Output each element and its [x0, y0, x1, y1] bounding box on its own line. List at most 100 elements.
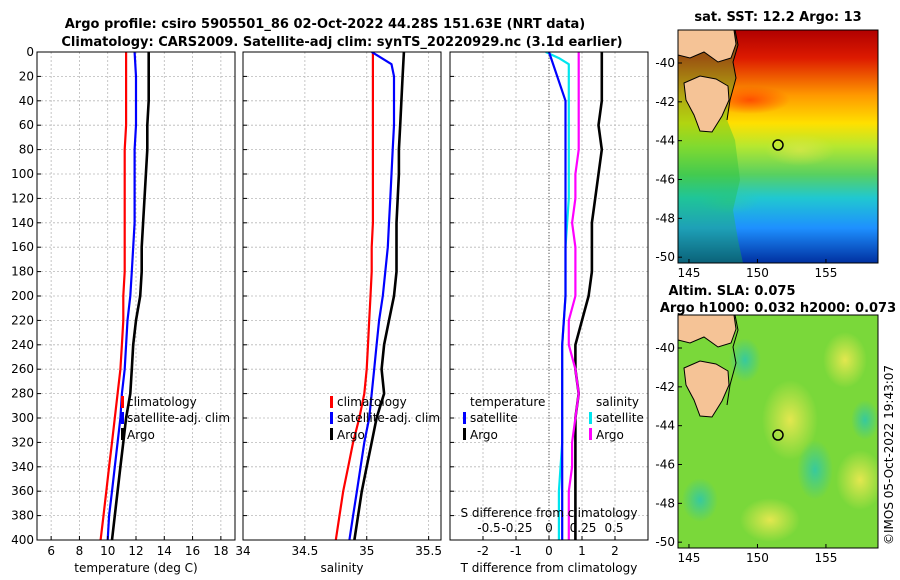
legend-satellite-label: satellite-adj. clim	[127, 411, 230, 425]
ytick-label: 300	[11, 411, 34, 425]
map-ytick-label: -44	[655, 134, 675, 148]
xtick-label: 35.5	[415, 544, 442, 558]
ytick-label: 100	[11, 167, 34, 181]
series-line-climatology	[99, 52, 128, 540]
ytick-label: 380	[11, 509, 34, 523]
xtick-label: 10	[100, 544, 115, 558]
ytick-label: 80	[19, 143, 34, 157]
s-xtick-label: 0	[545, 521, 553, 535]
legend-satellite-swatch	[330, 412, 333, 424]
ytick-label: 320	[11, 435, 34, 449]
map-xtick-label: 145	[678, 266, 701, 280]
mainland-landmass	[678, 30, 737, 63]
legend-t-satellite-swatch	[463, 412, 466, 424]
xtick-label: 34.5	[292, 544, 319, 558]
temperature-legend: climatology satellite-adj. clim Argo	[121, 395, 230, 442]
map-ytick-label: -42	[655, 95, 675, 109]
xtick-label: 1	[578, 544, 586, 558]
difference-ticks: -2 -1 0 1 2	[450, 51, 619, 558]
sst-map-ticks: 145 150 155 -40 -42 -44 -46 -48 -50	[655, 56, 837, 280]
xtick-label: 0	[545, 544, 553, 558]
mainland-coast	[678, 315, 739, 406]
legend-s-satellite-label: satellite	[596, 411, 644, 425]
difference-grid	[450, 51, 648, 541]
ytick-label: 220	[11, 313, 34, 327]
t-difference-xlabel: T difference from climatology	[460, 561, 638, 575]
sla-map-frame	[677, 314, 879, 549]
map-xtick-label: 155	[814, 551, 837, 565]
legend-salinity-title: salinity	[596, 395, 639, 409]
xtick-label: 12	[128, 544, 143, 558]
mainland-landmass	[678, 315, 737, 348]
map-ytick-label: -46	[655, 173, 675, 187]
difference-lines	[545, 52, 604, 540]
series-line-satellite-adj-clim	[348, 52, 396, 540]
series-line-satellite-adj-clim	[106, 52, 138, 540]
xtick-label: 34	[235, 544, 250, 558]
legend-t-satellite-label: satellite	[470, 411, 518, 425]
temperature-xlabel: temperature (deg C)	[74, 561, 197, 575]
legend-t-argo-label: Argo	[470, 428, 498, 442]
xtick-label: 2	[611, 544, 619, 558]
s-xtick-label: -0.5	[477, 521, 500, 535]
figure-title-line-1: Argo profile: csiro 5905501_86 02-Oct-20…	[65, 17, 586, 32]
series-line-t-argo	[574, 52, 604, 540]
legend-s-satellite-swatch	[589, 412, 592, 424]
ytick-label: 340	[11, 460, 34, 474]
xtick-label: 35	[359, 544, 374, 558]
difference-legend: temperature satellite Argo salinity sate…	[463, 395, 644, 442]
xtick-label: 8	[76, 544, 84, 558]
sst-map-frame	[677, 29, 879, 264]
map-ytick-label: -50	[655, 250, 675, 264]
ytick-label: 0	[26, 45, 34, 59]
argo-location-marker	[772, 139, 784, 151]
map-xtick-label: 150	[746, 266, 769, 280]
legend-argo-swatch	[121, 428, 124, 440]
s-difference-ticks: -0.5 -0.25 0 0.25 0.5	[477, 521, 623, 535]
ytick-label: 260	[11, 362, 34, 376]
ytick-label: 360	[11, 484, 34, 498]
ytick-label: 240	[11, 338, 34, 352]
series-line-climatology	[334, 52, 374, 540]
map-ytick-label: -48	[655, 211, 675, 225]
xtick-label: 14	[157, 544, 172, 558]
tasmania-landmass	[683, 360, 730, 418]
map-ytick-label: -40	[655, 341, 675, 355]
legend-satellite-label: satellite-adj. clim	[337, 411, 440, 425]
mainland-coast	[678, 30, 739, 121]
series-line-s-satellite	[547, 52, 567, 540]
legend-climatology-label: climatology	[127, 395, 197, 409]
legend-satellite-swatch	[121, 412, 124, 424]
map-xtick-label: 155	[814, 266, 837, 280]
legend-climatology-swatch	[330, 396, 333, 408]
ytick-label: 60	[19, 118, 34, 132]
legend-argo-label: Argo	[337, 428, 365, 442]
s-xtick-label: 0.25	[570, 521, 597, 535]
series-line-s-argo	[567, 52, 580, 540]
legend-t-argo-swatch	[463, 428, 466, 440]
ytick-label: 280	[11, 387, 34, 401]
xtick-label: -1	[510, 544, 522, 558]
salinity-lines	[334, 52, 406, 540]
ytick-label: 400	[11, 533, 34, 547]
xtick-label: 18	[213, 544, 228, 558]
temperature-panel: 0 20 40 60 80 100 120 140 160 180 200 220 240 260 280 3…	[11, 45, 236, 575]
map-ytick-label: -42	[655, 380, 675, 394]
s-xtick-label: 0.5	[604, 521, 623, 535]
ytick-label: 200	[11, 289, 34, 303]
tasmania-landmass	[683, 75, 730, 133]
map-ytick-label: -48	[655, 496, 675, 510]
imos-watermark: ©IMOS 05-Oct-2022 19:43:07	[882, 365, 896, 545]
series-line-argo	[353, 52, 406, 540]
legend-s-argo-swatch	[589, 428, 592, 440]
s-xtick-label: -0.25	[501, 521, 532, 535]
xtick-label: 6	[47, 544, 55, 558]
ytick-label: 120	[11, 191, 34, 205]
figure-title-line-2: Climatology: CARS2009. Satellite-adj cli…	[61, 35, 622, 50]
legend-s-argo-label: Argo	[596, 428, 624, 442]
xtick-label: -2	[477, 544, 489, 558]
xtick-label: 16	[185, 544, 200, 558]
ytick-label: 140	[11, 216, 34, 230]
map-ytick-label: -50	[655, 535, 675, 549]
